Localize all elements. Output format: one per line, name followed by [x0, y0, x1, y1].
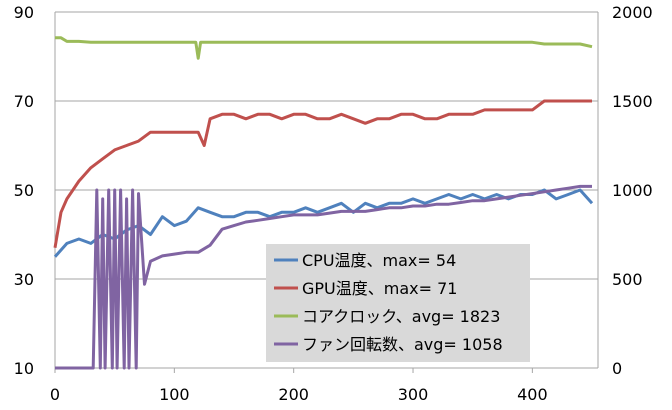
x-tick-label: 400: [517, 385, 548, 404]
y-left-tick-label: 50: [14, 181, 34, 200]
x-tick-label: 0: [50, 385, 60, 404]
x-tick-label: 300: [398, 385, 429, 404]
y-right-tick-label: 2000: [612, 3, 653, 22]
legend-label-2: コアクロック、avg= 1823: [302, 307, 500, 326]
series-lines: [53, 36, 594, 370]
y-right-tick-label: 0: [612, 359, 622, 378]
legend-label-3: ファン回転数、avg= 1058: [302, 335, 503, 354]
series-line-3: [55, 184, 592, 370]
y-right-tick-label: 500: [612, 270, 643, 289]
y-left-tick-label: 90: [14, 3, 34, 22]
y-left-tick-label: 10: [14, 359, 34, 378]
y-left-tick-label: 70: [14, 92, 34, 111]
x-tick-label: 100: [159, 385, 190, 404]
y-right-tick-label: 1500: [612, 92, 653, 111]
legend-label-1: GPU温度、max= 71: [302, 279, 457, 298]
axes: [54, 12, 599, 373]
x-tick-label: 200: [278, 385, 309, 404]
legend: CPU温度、max= 54 GPU温度、max= 71 コアクロック、avg= 18…: [266, 244, 530, 362]
series-line-2: [55, 36, 593, 60]
legend-label-0: CPU温度、max= 54: [302, 251, 456, 270]
y-right-tick-label: 1000: [612, 181, 653, 200]
series-line-1: [53, 99, 592, 249]
y-left-tick-label: 30: [14, 270, 34, 289]
legend-box: [266, 244, 530, 362]
tick-labels: 10 30 50 70 90 0 500 1000 1500 2000 0 100 200 300 400: [14, 3, 653, 404]
